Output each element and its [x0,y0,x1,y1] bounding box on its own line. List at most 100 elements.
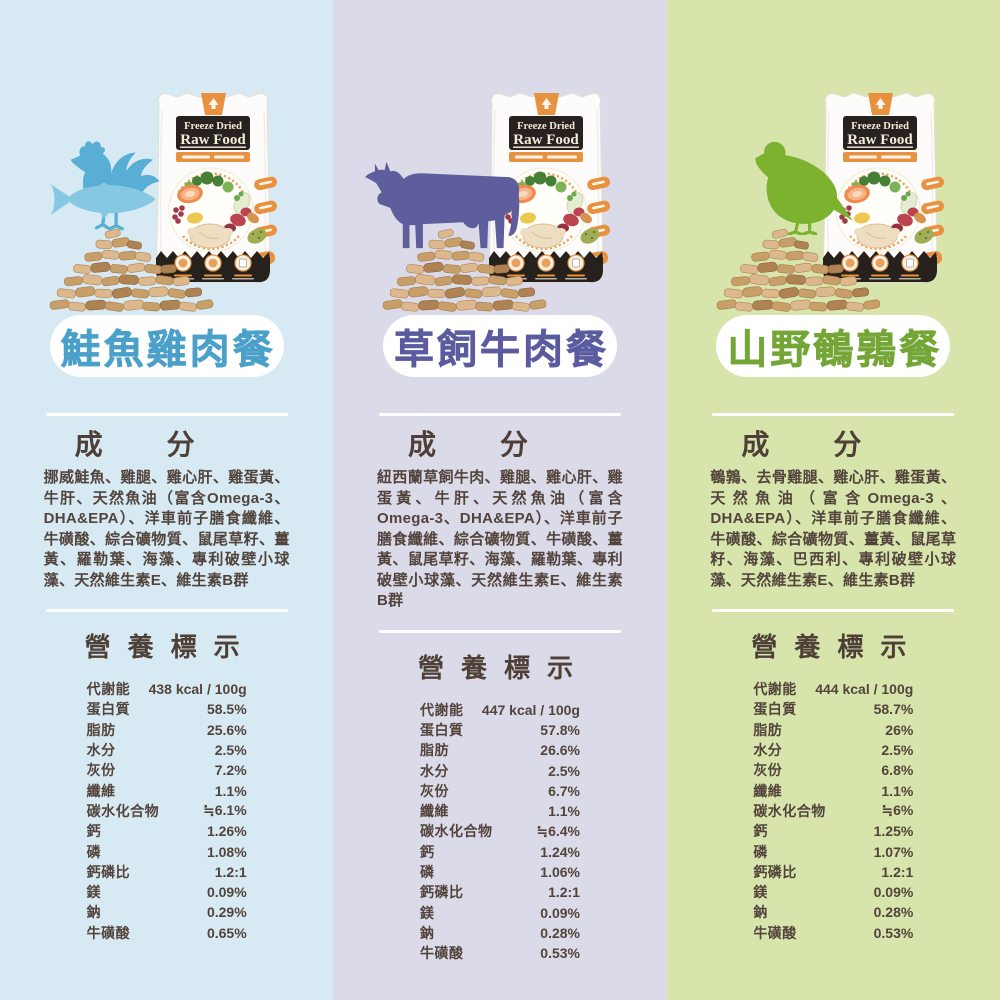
nutrition-row: 鎂 0.09% [420,902,580,922]
nutrition-label: 蛋白質 [753,701,797,718]
nutrition-row: 碳水化合物 ≒6.1% [87,801,247,821]
ingredients-heading: 成分 [74,429,259,460]
nutrition-value: 0.28% [873,904,914,921]
nutrition-value: 7.2% [214,762,247,779]
divider [45,413,288,416]
nutrition-label: 代謝能 [753,681,797,698]
nutrition-row: 鈉 0.29% [87,902,247,922]
nutrition-label: 碳水化合物 [86,802,160,819]
nutrition-label: 水分 [86,742,116,759]
nutrition-value: 1.1% [214,782,247,799]
nutrition-value: 6.8% [881,762,914,779]
nutrition-value: 1.1% [548,803,580,820]
nutrition-label: 鈣磷比 [753,863,797,880]
nutrition-label: 鎂 [753,884,768,901]
nutrition-label: 蛋白質 [419,721,464,738]
nutrition-label: 水分 [753,742,783,759]
nutrition-value: 6.7% [548,782,580,799]
nutrition-label: 鈣 [753,823,768,840]
nutrition-label: 鈣磷比 [419,884,464,901]
product-column-beef: 草飼牛肉餐 成分 紐西蘭草飼牛肉、雞腿、雞心肝、雞蛋黃、牛肝、天然魚油（富含Om… [333,0,667,1000]
nutrition-value: 1.2:1 [214,863,247,880]
nutrition-value: 1.2:1 [881,863,914,880]
nutrition-value: 1.07% [873,843,914,860]
product-title-badge: 草飼牛肉餐 [382,315,617,377]
product-title-badge: 鮭魚雞肉餐 [49,315,284,377]
nutrition-label: 灰份 [86,762,116,779]
nutrition-value: 26% [885,721,914,738]
nutrition-value: 0.09% [873,884,914,901]
nutrition-label: 鈉 [86,904,102,921]
nutrition-label: 鈣磷比 [86,863,131,880]
nutrition-row: 鎂 0.09% [87,882,247,902]
nutrition-label: 灰份 [419,782,449,799]
nutrition-row: 水分 2.5% [87,740,247,760]
ingredients-text: 紐西蘭草飼牛肉、雞腿、雞心肝、雞蛋黃、牛肝、天然魚油（富含Omega-3、DHA… [376,469,623,609]
nutrition-value: 0.09% [206,884,247,901]
nutrition-value: 0.53% [873,924,914,941]
divider [378,629,621,633]
nutrition-row: 磷 1.06% [420,862,580,882]
nutrition-value: 0.53% [540,945,580,962]
nutrition-label: 鈉 [419,924,435,941]
product-title: 山野鵪鶉餐 [727,328,943,373]
nutrition-value: 58.7% [873,701,914,718]
nutrition-row: 灰份 6.7% [420,781,580,801]
nutrition-row: 水分 2.5% [420,760,580,780]
nutrition-heading: 營養標示 [84,632,257,662]
nutrition-row: 灰份 6.8% [753,760,913,780]
nutrition-heading: 營養標示 [751,632,924,662]
nutrition-label: 蛋白質 [86,701,131,718]
nutrition-value: 0.29% [206,904,247,921]
nutrition-value: 58.5% [206,701,247,718]
nutrition-label: 鈉 [753,904,768,921]
product-title: 草飼牛肉餐 [393,328,609,373]
quail-silhouette [754,141,853,235]
nutrition-label: 磷 [753,843,768,860]
nutrition-row: 碳水化合物 ≒6% [753,801,913,821]
divider [712,413,955,416]
product-column-salmon-chicken: 鮭魚雞肉餐 成分 挪威鮭魚、雞腿、雞心肝、雞蛋黃、牛肝、天然魚油（富含Omega… [0,0,334,1000]
nutrition-value: 444 kcal / 100g [815,681,914,698]
nutrition-row: 磷 1.08% [87,841,247,861]
nutrition-value: 0.65% [206,924,247,941]
nutrition-row: 磷 1.07% [753,841,913,861]
nutrition-label: 碳水化合物 [753,802,826,819]
nutrition-label: 灰份 [753,762,783,779]
nutrition-label: 代謝能 [86,681,131,698]
nutrition-value: 438 kcal / 100g [148,681,247,698]
nutrition-label: 纖維 [86,782,116,799]
nutrition-value: 1.25% [873,823,914,840]
product-hero [667,0,1000,315]
nutrition-row: 鈉 0.28% [753,902,913,922]
nutrition-value: 447 kcal / 100g [481,701,580,718]
nutrition-row: 纖維 1.1% [87,780,247,800]
nutrition-label: 纖維 [419,803,449,820]
nutrition-row: 脂肪 26% [753,720,913,740]
cow-silhouette [365,161,520,249]
nutrition-row: 鈣 1.25% [753,821,913,841]
nutrition-value: 57.8% [540,721,580,738]
nutrition-label: 牛磺酸 [419,945,464,962]
product-hero [333,0,666,315]
freeze-dried-pellets-image [49,228,214,313]
nutrition-value: ≒6.1% [203,802,247,819]
nutrition-table: 代謝能 447 kcal / 100g 蛋白質 57.8% 脂肪 26.6% 水分 2.5% 灰… [420,700,580,964]
nutrition-row: 蛋白質 57.8% [420,720,580,740]
nutrition-row: 水分 2.5% [753,740,913,760]
nutrition-label: 牛磺酸 [86,924,131,941]
nutrition-row: 脂肪 25.6% [87,720,247,740]
nutrition-value: 1.08% [206,843,247,860]
nutrition-row: 鈣磷比 1.2:1 [753,862,913,882]
nutrition-value: 2.5% [548,762,580,779]
nutrition-label: 脂肪 [753,721,783,738]
nutrition-row: 鈉 0.28% [420,923,580,943]
nutrition-row: 鈣磷比 1.2:1 [87,862,247,882]
ingredients-text: 鵪鶉、去骨雞腿、雞心肝、雞蛋黃、天然魚油（富含Omega-3、DHA&EPA）、… [710,469,957,589]
nutrition-row: 蛋白質 58.5% [87,699,247,719]
nutrition-row: 纖維 1.1% [753,780,913,800]
nutrition-table: 代謝能 444 kcal / 100g 蛋白質 58.7% 脂肪 26% 水分 2.5% 灰份 6… [753,679,913,943]
nutrition-value: 25.6% [206,721,247,738]
product-title-badge: 山野鵪鶉餐 [716,315,951,377]
